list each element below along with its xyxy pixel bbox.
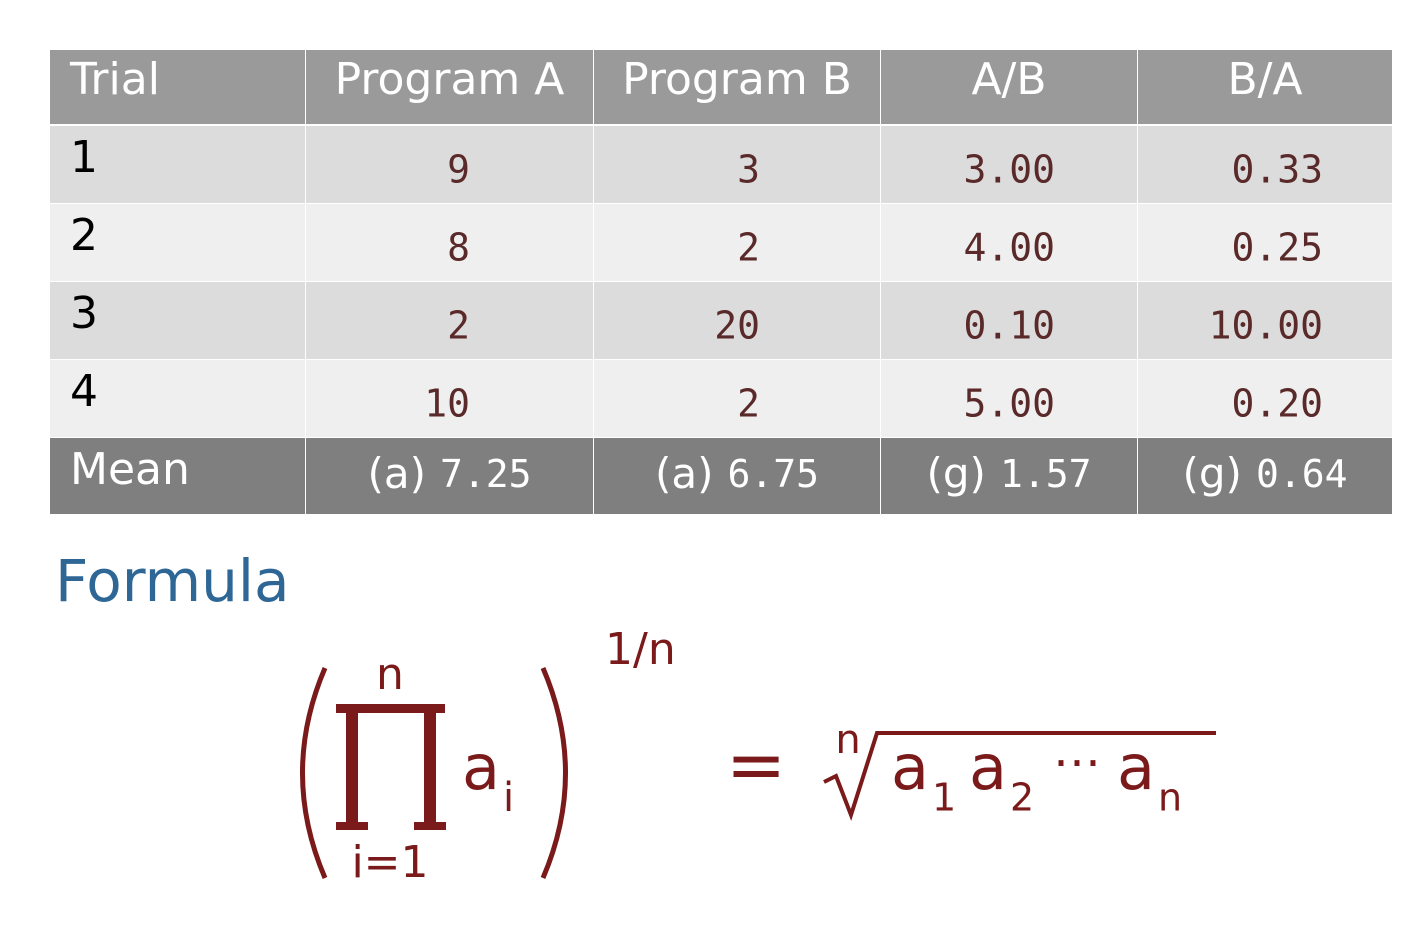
- mean-kind: (a): [655, 449, 714, 498]
- root-index: n: [835, 717, 860, 763]
- cell-value: 2: [737, 382, 760, 426]
- header-cell: [50, 50, 305, 124]
- cell-value: 0.25: [1231, 226, 1323, 270]
- mean-cell: [306, 438, 593, 514]
- cell-value: 3.00: [963, 148, 1055, 192]
- factor-subscript: n: [1158, 776, 1182, 820]
- body-cell: [50, 360, 305, 437]
- data-table: Trial Program A Program B A/B B/A 1 9 3 3.00 0.33…: [50, 50, 1392, 514]
- mean-label: Mean: [70, 444, 190, 495]
- cell-value: 0.33: [1231, 148, 1323, 192]
- header-text: Trial: [69, 54, 160, 105]
- mean-kind: (g): [1183, 449, 1242, 498]
- exponent: 1/n: [605, 624, 676, 675]
- product-lower: i=1: [351, 837, 428, 888]
- mean-value: 1.57: [1000, 452, 1092, 496]
- formula: n i=1 a i 1/n = n a 1 a 2⋯ a n: [300, 624, 1216, 888]
- body-cell: [1138, 282, 1392, 359]
- term-subscript: i: [503, 775, 514, 821]
- mean-value: 7.25: [440, 452, 532, 496]
- section-heading: Formula: [55, 547, 290, 615]
- body-cell: [306, 126, 593, 203]
- product-symbol: [336, 704, 446, 830]
- header-text: B/A: [1227, 54, 1302, 105]
- mean-cell: [50, 438, 305, 514]
- radicand: a 1 a 2⋯ a n: [891, 731, 1182, 819]
- factor: a: [969, 731, 1007, 804]
- row-label: 1: [70, 132, 98, 183]
- body-cell: [50, 282, 305, 359]
- header-text: Program B: [622, 54, 852, 105]
- mean-value: 0.64: [1256, 452, 1348, 496]
- cell-value: 2: [447, 304, 470, 348]
- body-cell: [1138, 204, 1392, 281]
- radical: [823, 731, 1216, 822]
- mean-text: (g) 0.64: [1183, 449, 1348, 498]
- mean-text: (a) 6.75: [655, 449, 819, 498]
- right-paren: [540, 667, 568, 879]
- header-text: A/B: [971, 54, 1046, 105]
- factor-subscript: 2: [1010, 776, 1034, 820]
- mean-text: (a) 7.25: [367, 449, 531, 498]
- body-cell: [306, 204, 593, 281]
- left-paren: [300, 667, 328, 879]
- header-cell: [1138, 50, 1392, 124]
- mean-cell: [594, 438, 880, 514]
- cell-value: 2: [737, 226, 760, 270]
- ellipsis: ⋯: [1053, 734, 1101, 790]
- body-cell: [594, 282, 880, 359]
- body-cell: [50, 204, 305, 281]
- term: a: [462, 731, 500, 804]
- body-cell: [881, 360, 1137, 437]
- mean-kind: (a): [367, 449, 426, 498]
- cell-value: 5.00: [963, 382, 1055, 426]
- cell-value: 3: [737, 148, 760, 192]
- cell-value: 0.20: [1231, 382, 1323, 426]
- factor: a: [1117, 731, 1155, 804]
- body-cell: [1138, 360, 1392, 437]
- cell-value: 10.00: [1209, 304, 1323, 348]
- body-cell: [881, 282, 1137, 359]
- body-cell: [594, 204, 880, 281]
- cell-value: 20: [714, 304, 760, 348]
- body-cell: [306, 360, 593, 437]
- cell-value: 8: [447, 226, 470, 270]
- mean-cell: [1138, 438, 1392, 514]
- mean-text: (g) 1.57: [927, 449, 1092, 498]
- body-cell: [306, 282, 593, 359]
- body-cell: [881, 126, 1137, 203]
- mean-value: 6.75: [728, 452, 820, 496]
- header-cell: [306, 50, 593, 124]
- equals: =: [726, 723, 786, 807]
- mean-cell: [881, 438, 1137, 514]
- factor-subscript: 1: [932, 776, 956, 820]
- mean-kind: (g): [927, 449, 986, 498]
- body-cell: [50, 126, 305, 203]
- cell-value: 0.10: [963, 304, 1055, 348]
- body-cell: [1138, 126, 1392, 203]
- cell-value: 4.00: [963, 226, 1055, 270]
- body-cell: [881, 204, 1137, 281]
- body-cell: [594, 360, 880, 437]
- body-cell: [594, 126, 880, 203]
- cell-value: 10: [424, 382, 470, 426]
- row-label: 3: [70, 288, 98, 339]
- row-label: 2: [70, 210, 98, 261]
- factor: a: [891, 731, 929, 804]
- header-cell: [594, 50, 880, 124]
- cell-value: 9: [447, 148, 470, 192]
- row-label: 4: [70, 366, 98, 417]
- header-text: Program A: [335, 54, 565, 105]
- header-cell: [881, 50, 1137, 124]
- product-upper: n: [376, 649, 404, 700]
